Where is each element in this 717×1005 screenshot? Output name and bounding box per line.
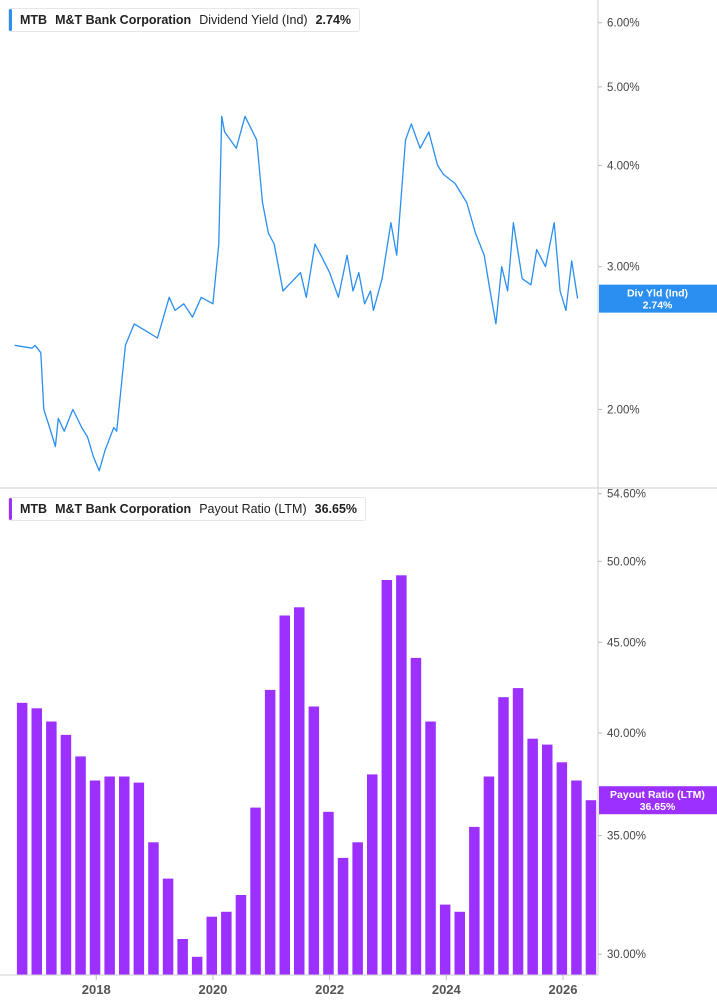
payout-ratio-bar: [148, 842, 159, 975]
payout-ratio-bar: [177, 939, 188, 975]
payout-ratio-bar: [16, 702, 28, 975]
x-tick-label: 2026: [549, 982, 578, 997]
payout-ratio-bar: [294, 607, 305, 975]
payout-ratio-bar: [410, 657, 422, 975]
payout-ratio-bar: [235, 895, 247, 975]
payout-ratio-bar: [439, 904, 451, 975]
payout-ratio-bar: [527, 738, 538, 975]
payout-ratio-bar: [206, 916, 217, 975]
payout-ratio-bar: [498, 697, 509, 975]
payout-ratio-bar: [46, 721, 57, 975]
payout-ratio-bar: [454, 911, 465, 975]
payout-ratio-bar: [323, 811, 334, 975]
payout-ratio-bar: [221, 911, 232, 975]
x-tick-label: 2020: [198, 982, 227, 997]
y-tick-label: 54.60%: [607, 489, 646, 501]
payout-ratio-bar: [469, 826, 480, 975]
payout-ratio-bar: [512, 688, 524, 975]
payout-ratio-bar: [308, 706, 320, 975]
payout-ratio-legend: MTB M&T Bank Corporation Payout Ratio (L…: [8, 497, 367, 521]
payout-ratio-bar: [585, 800, 597, 975]
x-tick-label: 2018: [82, 982, 111, 997]
payout-ratio-bar: [352, 842, 363, 975]
y-tick-label: 6.00%: [607, 18, 640, 30]
payout-ratio-bar: [75, 756, 86, 975]
payout-ratio-bar: [542, 744, 553, 975]
y-tick-label: 5.00%: [607, 82, 640, 94]
payout-ratio-badge-label: Payout Ratio (LTM): [610, 789, 705, 801]
legend-metric: Dividend Yield (Ind): [199, 13, 308, 27]
payout-ratio-bar: [367, 774, 378, 975]
legend-ticker: MTB: [20, 13, 48, 27]
payout-ratio-bar: [89, 780, 101, 975]
payout-ratio-bar: [264, 689, 276, 975]
payout-ratio-bar: [425, 721, 436, 975]
y-tick-label: 45.00%: [607, 637, 646, 649]
payout-ratio-bar: [104, 776, 115, 975]
payout-ratio-bar: [60, 734, 72, 975]
dividend-yield-legend-color: [9, 9, 12, 31]
payout-ratio-bar: [556, 762, 568, 975]
y-tick-label: 2.00%: [607, 404, 640, 416]
legend-value: 36.65%: [314, 502, 358, 516]
dividend-yield-badge-label: Div Yld (Ind): [627, 288, 688, 300]
legend-value: 2.74%: [315, 13, 352, 27]
payout-ratio-bar: [337, 857, 349, 975]
legend-metric: Payout Ratio (LTM): [199, 502, 307, 516]
legend-company: M&T Bank Corporation: [55, 502, 192, 516]
payout-ratio-bar: [250, 807, 261, 975]
payout-ratio-bar: [133, 782, 145, 975]
payout-ratio-bar: [381, 580, 393, 975]
y-tick-label: 3.00%: [607, 262, 640, 274]
dividend-yield-legend: MTB M&T Bank Corporation Dividend Yield …: [8, 8, 361, 32]
payout-ratio-badge: [599, 786, 717, 815]
dividend-yield-line: [14, 115, 579, 472]
legend-company: M&T Bank Corporation: [55, 13, 192, 27]
legend-ticker: MTB: [20, 502, 48, 516]
y-tick-label: 40.00%: [607, 728, 646, 740]
payout-ratio-bar: [279, 615, 290, 975]
y-tick-label: 30.00%: [607, 949, 646, 961]
payout-ratio-bar: [571, 780, 582, 975]
payout-ratio-legend-color: [9, 498, 12, 520]
payout-ratio-bar: [396, 575, 407, 975]
y-tick-label: 4.00%: [607, 160, 640, 172]
payout-ratio-bar: [191, 956, 203, 975]
dividend-yield-badge-value: 2.74%: [643, 300, 673, 312]
payout-ratio-badge-value: 36.65%: [640, 801, 676, 813]
payout-ratio-bar: [483, 776, 495, 975]
x-tick-label: 2022: [315, 982, 344, 997]
payout-ratio-bar: [162, 878, 174, 975]
dividend-yield-badge: [599, 284, 717, 313]
x-tick-label: 2024: [432, 982, 462, 997]
y-tick-label: 50.00%: [607, 556, 646, 568]
payout-ratio-bar: [119, 776, 130, 975]
y-tick-label: 35.00%: [607, 831, 646, 843]
payout-ratio-bar: [31, 708, 42, 975]
